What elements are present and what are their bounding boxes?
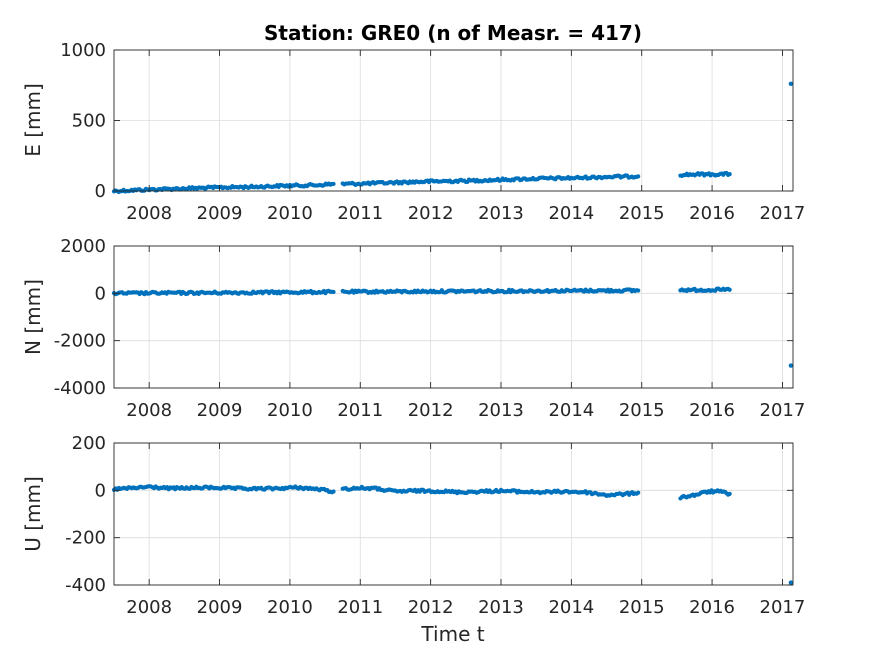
outlier-point xyxy=(788,363,794,368)
y-tick-label: 0 xyxy=(95,181,106,202)
data-point xyxy=(636,174,641,179)
y-tick-label: 1000 xyxy=(60,40,106,61)
x-tick-label: 2008 xyxy=(126,597,172,618)
x-tick-label: 2015 xyxy=(619,597,665,618)
data-point xyxy=(331,181,336,187)
data-point xyxy=(331,289,336,295)
outlier-point xyxy=(788,580,794,585)
panel-east: E [mm] 2008 2009 2010 2011 2012 2013 2014 2015 2… xyxy=(21,40,805,224)
x-tick-label: 2013 xyxy=(478,597,524,618)
x-tick-label: 2014 xyxy=(548,597,594,618)
x-tick-label: 2010 xyxy=(267,400,313,421)
x-tick-label: 2014 xyxy=(548,203,594,224)
y-axis-label-up: U [mm] xyxy=(21,476,45,552)
x-tick-label: 2016 xyxy=(689,400,735,421)
data-point xyxy=(727,491,732,496)
x-tick-label: 2017 xyxy=(760,203,806,224)
x-tick-label: 2017 xyxy=(760,400,806,421)
x-tick-label: 2008 xyxy=(126,400,172,421)
y-tick-label: -4000 xyxy=(54,378,106,399)
x-axis-label: Time t xyxy=(420,622,484,646)
axes-box xyxy=(113,245,794,389)
outlier-point xyxy=(788,81,794,87)
x-tick-label: 2013 xyxy=(478,203,524,224)
plot-area xyxy=(114,443,793,585)
data-point xyxy=(727,171,732,177)
data-point xyxy=(727,287,732,292)
x-tick-label: 2011 xyxy=(337,400,383,421)
axes-box xyxy=(113,442,794,586)
y-tick-label: -400 xyxy=(65,575,106,596)
data-point xyxy=(636,490,641,495)
x-tick-label: 2013 xyxy=(478,400,524,421)
x-tick-label: 2011 xyxy=(337,203,383,224)
y-tick-label: -2000 xyxy=(54,331,106,352)
x-tick-label: 2008 xyxy=(126,203,172,224)
x-tick-label: 2012 xyxy=(408,400,454,421)
x-tick-label: 2010 xyxy=(267,203,313,224)
data-point xyxy=(331,489,336,494)
x-tick-label: 2009 xyxy=(197,400,243,421)
data-point xyxy=(636,288,641,293)
y-tick-label: 2000 xyxy=(60,236,106,257)
x-tick-label: 2012 xyxy=(408,597,454,618)
y-tick-label: 200 xyxy=(72,433,106,454)
x-tick-label: 2010 xyxy=(267,597,313,618)
y-tick-label: 0 xyxy=(95,283,106,304)
plot-area xyxy=(114,246,793,388)
x-tick-label: 2011 xyxy=(337,597,383,618)
x-tick-label: 2016 xyxy=(689,203,735,224)
chart-title: Station: GRE0 (n of Measr. = 417) xyxy=(264,21,642,45)
y-axis-label-north: N [mm] xyxy=(21,279,45,355)
x-tick-label: 2015 xyxy=(619,203,665,224)
y-tick-label: 500 xyxy=(72,111,106,132)
x-tick-label: 2015 xyxy=(619,400,665,421)
x-tick-label: 2014 xyxy=(548,400,594,421)
y-tick-label: -200 xyxy=(65,528,106,549)
panel-up: U [mm] 2008 2009 2010 2011 2012 2013 2014 2015 2… xyxy=(21,433,805,618)
x-tick-label: 2009 xyxy=(197,597,243,618)
x-tick-label: 2012 xyxy=(408,203,454,224)
x-tick-label: 2009 xyxy=(197,203,243,224)
x-tick-label: 2016 xyxy=(689,597,735,618)
y-tick-label: 0 xyxy=(95,480,106,501)
y-axis-label-east: E [mm] xyxy=(21,83,45,157)
x-tick-label: 2017 xyxy=(760,597,806,618)
panel-north: N [mm] 2008 2009 2010 2011 2012 2013 2014 2015 2… xyxy=(21,236,805,421)
